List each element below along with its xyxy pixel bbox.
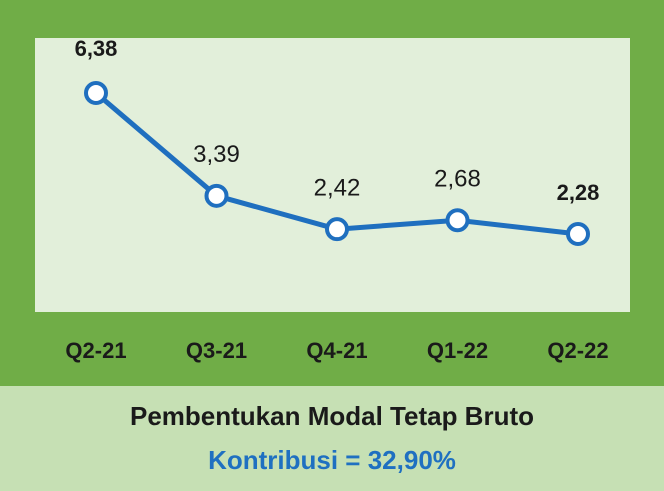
- data-label: 2,68: [434, 166, 481, 193]
- data-label: 3,39: [193, 141, 240, 168]
- x-tick-label: Q2-22: [547, 338, 608, 363]
- marker: [204, 183, 229, 208]
- marker: [325, 217, 349, 242]
- marker: [84, 81, 108, 105]
- data-label: 2,28: [557, 180, 600, 205]
- marker: [566, 222, 590, 246]
- x-tick-label: Q1-22: [427, 338, 488, 363]
- x-tick-label: Q4-21: [306, 338, 367, 363]
- data-label: 2,42: [314, 175, 361, 202]
- data-label: 6,38: [75, 36, 118, 61]
- chart-subtitle: Kontribusi = 32,90%: [208, 445, 456, 475]
- x-tick-label: Q3-21: [186, 338, 247, 363]
- plot-area: [35, 38, 630, 312]
- x-tick-label: Q2-21: [65, 338, 126, 363]
- chart-title: Pembentukan Modal Tetap Bruto: [130, 401, 534, 431]
- marker: [445, 208, 470, 233]
